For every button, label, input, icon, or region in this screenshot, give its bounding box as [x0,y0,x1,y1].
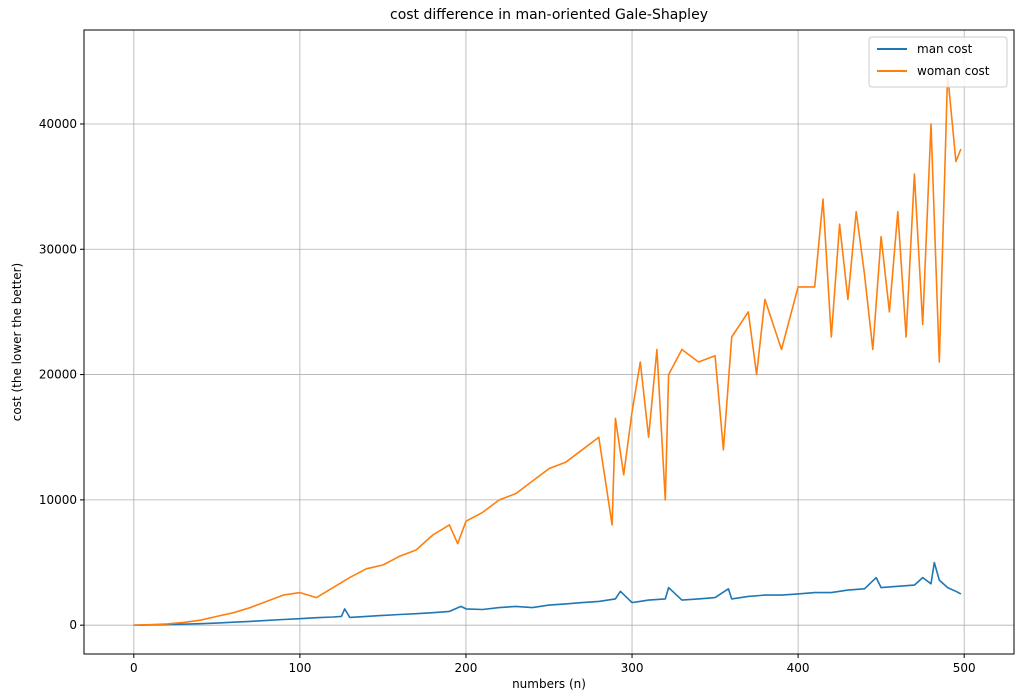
y-tick-label: 0 [69,618,77,632]
legend: man cost woman cost [868,36,1008,88]
legend-label-man-cost: man cost [917,42,973,56]
grid [84,30,1014,654]
x-tick-label: 300 [621,661,644,675]
y-tick-label: 10000 [39,493,77,507]
x-tick-label: 0 [130,661,138,675]
y-tick-label: 30000 [39,242,77,256]
plot-background [84,30,1014,654]
y-tick-label: 40000 [39,117,77,131]
series-line-woman-cost [133,73,962,626]
series-line-man-cost [133,561,962,626]
axis-ticks: 0 100 200 300 400 500 0 10000 20000 30000 40000 [39,117,976,675]
y-tick-label: 20000 [39,368,77,382]
x-tick-label: 200 [455,661,478,675]
legend-label-woman-cost: woman cost [917,64,990,78]
x-tick-label: 400 [787,661,810,675]
x-tick-label: 500 [953,661,976,675]
x-tick-label: 100 [288,661,311,675]
chart-title: cost difference in man-oriented Gale-Sha… [390,7,708,23]
series-lines [133,73,962,626]
x-axis-label: numbers (n) [512,677,586,691]
y-axis-label: cost (the lower the better) [10,263,24,421]
plot-frame [83,29,1015,655]
